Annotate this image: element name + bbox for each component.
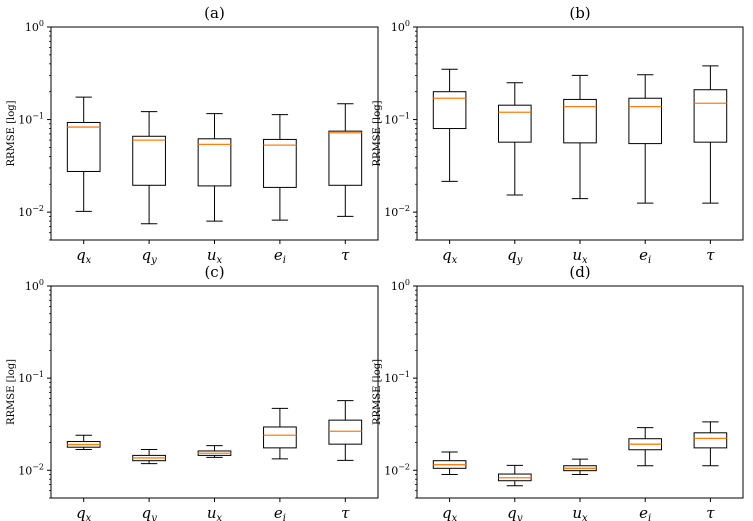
box-τ bbox=[693, 65, 728, 204]
x-tick-label: ux bbox=[207, 504, 223, 521]
iqr-box bbox=[197, 138, 232, 187]
y-tick-label: 10−2 bbox=[384, 204, 410, 219]
x-tick-label: ei bbox=[639, 504, 651, 521]
box-qx bbox=[432, 68, 467, 182]
x-tick-label: qx bbox=[76, 246, 92, 266]
x-tick-label: ei bbox=[274, 246, 286, 266]
box-qx bbox=[66, 96, 101, 212]
box-qy bbox=[498, 464, 532, 487]
y-tick-label: 10−1 bbox=[384, 370, 410, 385]
box-ux bbox=[563, 74, 597, 200]
axes-frame bbox=[50, 285, 379, 499]
box-τ bbox=[328, 400, 363, 461]
box-ei bbox=[628, 427, 663, 467]
iqr-box bbox=[432, 91, 467, 130]
y-tick-label: 10−2 bbox=[384, 462, 410, 477]
x-tick-label: ux bbox=[572, 504, 588, 521]
panel-title: (b) bbox=[569, 4, 590, 22]
box-ux bbox=[197, 445, 232, 458]
box-qy bbox=[498, 82, 532, 196]
iqr-box bbox=[693, 432, 728, 449]
y-tick-label: 100 bbox=[391, 278, 410, 293]
panel-d: (d) 100 10−1 10−2 RRMSE [log] qx qy ux ei τ bbox=[372, 263, 744, 521]
y-axis-label: RRMSE [log] bbox=[6, 359, 17, 425]
y-tick-label: 100 bbox=[25, 278, 44, 293]
panel-title: (a) bbox=[204, 4, 225, 22]
y-axis-label: RRMSE [log] bbox=[372, 359, 383, 425]
x-tick-label: qx bbox=[442, 504, 458, 521]
panel-title: (c) bbox=[204, 263, 224, 281]
x-tick-label: qy bbox=[507, 246, 523, 266]
box-ei bbox=[628, 74, 663, 204]
y-tick-label: 100 bbox=[25, 19, 44, 34]
x-tick-label: τ bbox=[706, 504, 715, 521]
x-tick-label: τ bbox=[341, 504, 350, 521]
panel-title: (d) bbox=[569, 263, 590, 281]
x-tick-label: qy bbox=[141, 504, 157, 521]
iqr-box bbox=[498, 104, 532, 143]
box-ux bbox=[563, 458, 597, 475]
iqr-box bbox=[132, 135, 166, 186]
box-τ bbox=[693, 421, 728, 467]
box-ux bbox=[197, 113, 232, 222]
box-qy bbox=[132, 111, 166, 225]
y-tick-label: 10−1 bbox=[18, 370, 44, 385]
y-axis-label: RRMSE [log] bbox=[372, 100, 383, 166]
x-tick-label: τ bbox=[706, 246, 715, 264]
y-tick-label: 10−2 bbox=[18, 204, 44, 219]
iqr-box bbox=[66, 121, 101, 172]
x-tick-label: qy bbox=[507, 504, 523, 521]
box-ei bbox=[263, 407, 297, 460]
box-qx bbox=[432, 451, 467, 475]
x-tick-label: ei bbox=[274, 504, 286, 521]
x-tick-label: ei bbox=[639, 246, 651, 266]
x-tick-label: τ bbox=[341, 246, 350, 264]
iqr-box bbox=[628, 97, 663, 145]
y-tick-label: 100 bbox=[391, 19, 410, 34]
x-tick-label: qy bbox=[141, 246, 157, 266]
x-tick-label: qx bbox=[442, 246, 458, 266]
iqr-box bbox=[328, 419, 363, 445]
y-tick-label: 10−1 bbox=[384, 112, 410, 127]
box-qy bbox=[132, 449, 166, 465]
iqr-box bbox=[263, 138, 297, 188]
iqr-box bbox=[693, 89, 728, 143]
iqr-box bbox=[563, 98, 597, 144]
x-tick-label: qx bbox=[76, 504, 92, 521]
box-qx bbox=[66, 434, 101, 451]
iqr-box bbox=[328, 130, 363, 186]
box-τ bbox=[328, 103, 363, 217]
box-ei bbox=[263, 114, 297, 221]
iqr-box bbox=[263, 426, 297, 449]
y-tick-label: 10−1 bbox=[18, 112, 44, 127]
y-tick-label: 10−2 bbox=[18, 462, 44, 477]
panel-c: (c) 100 10−1 10−2 RRMSE [log] qx qy ux ei τ bbox=[6, 263, 379, 521]
y-axis-label: RRMSE [log] bbox=[6, 100, 17, 166]
